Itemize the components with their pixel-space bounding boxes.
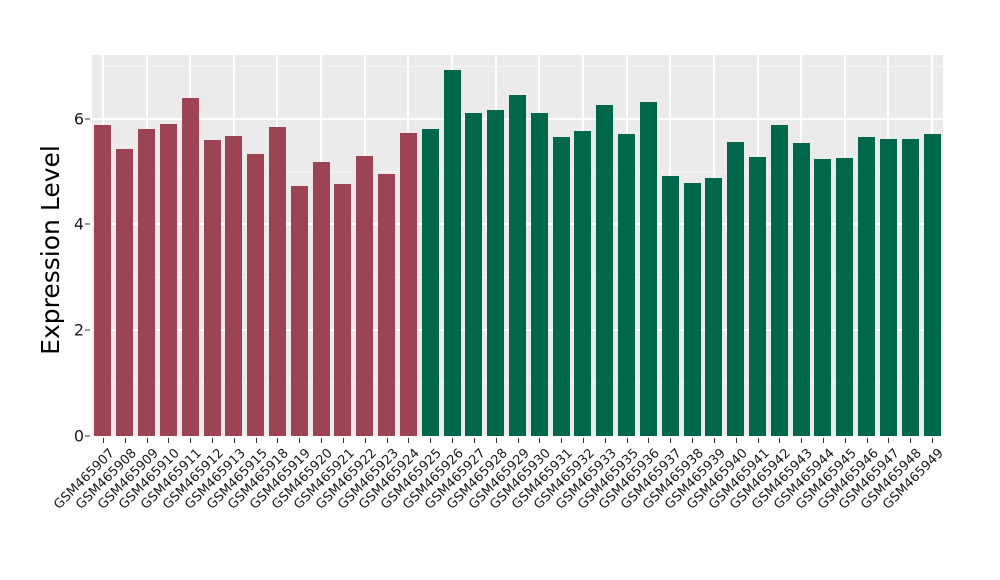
x-tick-mark: [822, 438, 824, 443]
bar: [334, 184, 352, 436]
x-tick-mark: [364, 438, 366, 443]
x-tick-mark: [604, 438, 606, 443]
bar: [247, 154, 265, 436]
x-tick-mark: [473, 438, 475, 443]
bar: [94, 125, 112, 436]
bar: [552, 136, 570, 436]
bar: [705, 177, 723, 436]
x-tick-mark: [844, 438, 846, 443]
x-tick-mark: [932, 438, 934, 443]
bar: [530, 113, 548, 436]
x-tick-mark: [648, 438, 650, 443]
x-tick-mark: [124, 438, 126, 443]
bar: [792, 143, 810, 436]
x-tick-mark: [299, 438, 301, 443]
bar: [901, 139, 919, 436]
bar: [181, 98, 199, 436]
x-tick-mark: [561, 438, 563, 443]
x-tick-mark: [757, 438, 759, 443]
plot-panel: [92, 55, 943, 436]
bar: [879, 139, 897, 436]
bar: [312, 161, 330, 436]
bar: [443, 69, 461, 436]
bar: [596, 105, 614, 436]
x-tick-mark: [190, 438, 192, 443]
y-tick-label: 6: [73, 109, 84, 128]
x-tick-mark: [408, 438, 410, 443]
bar: [203, 139, 221, 436]
gridline-minor: [92, 65, 943, 67]
bar: [487, 109, 505, 436]
bar: [770, 124, 788, 436]
x-tick-mark: [735, 438, 737, 443]
bar: [268, 126, 286, 436]
x-tick-mark: [102, 438, 104, 443]
bar: [290, 186, 308, 436]
bar: [858, 137, 876, 436]
x-tick-mark: [801, 438, 803, 443]
x-tick-mark: [495, 438, 497, 443]
bar: [639, 102, 657, 436]
bar: [508, 94, 526, 436]
bar: [138, 129, 156, 436]
x-tick-mark: [888, 438, 890, 443]
bar: [683, 182, 701, 436]
y-tick-mark: [85, 223, 90, 225]
x-tick-mark: [517, 438, 519, 443]
bar: [399, 132, 417, 436]
bar: [378, 173, 396, 436]
bar: [225, 135, 243, 436]
x-tick-mark: [386, 438, 388, 443]
x-tick-mark: [910, 438, 912, 443]
x-tick-mark: [342, 438, 344, 443]
x-tick-mark: [692, 438, 694, 443]
bar: [465, 113, 483, 436]
x-tick-mark: [168, 438, 170, 443]
x-tick-mark: [430, 438, 432, 443]
bar: [661, 175, 679, 436]
bar: [421, 128, 439, 436]
y-axis-ticks: 0 2 4 6: [56, 0, 90, 580]
x-tick-mark: [212, 438, 213, 443]
y-tick-mark: [85, 329, 90, 331]
bar: [923, 133, 941, 436]
x-tick-mark: [233, 438, 235, 443]
x-tick-mark: [255, 438, 257, 443]
x-tick-mark: [539, 438, 541, 443]
x-tick-mark: [146, 438, 148, 443]
bar: [749, 156, 767, 436]
y-tick-label: 4: [73, 214, 84, 234]
x-tick-mark: [582, 438, 584, 443]
x-tick-mark: [713, 438, 715, 443]
y-tick-mark: [85, 435, 90, 437]
bar: [727, 142, 745, 436]
y-tick-label: 0: [73, 426, 84, 446]
bar: [814, 159, 832, 436]
x-tick-mark: [277, 438, 279, 443]
y-tick-label: 2: [73, 320, 84, 340]
x-tick-mark: [670, 438, 672, 443]
x-tick-mark: [321, 438, 323, 443]
x-tick-mark: [626, 438, 628, 443]
bar: [159, 124, 177, 436]
bar: [618, 133, 636, 436]
x-tick-mark: [866, 438, 868, 443]
x-tick-mark: [779, 438, 781, 443]
bar: [356, 155, 374, 436]
bar: [116, 149, 134, 436]
bar: [836, 158, 854, 436]
x-tick-mark: [452, 438, 454, 443]
y-tick-mark: [85, 118, 90, 119]
bar: [574, 130, 592, 436]
